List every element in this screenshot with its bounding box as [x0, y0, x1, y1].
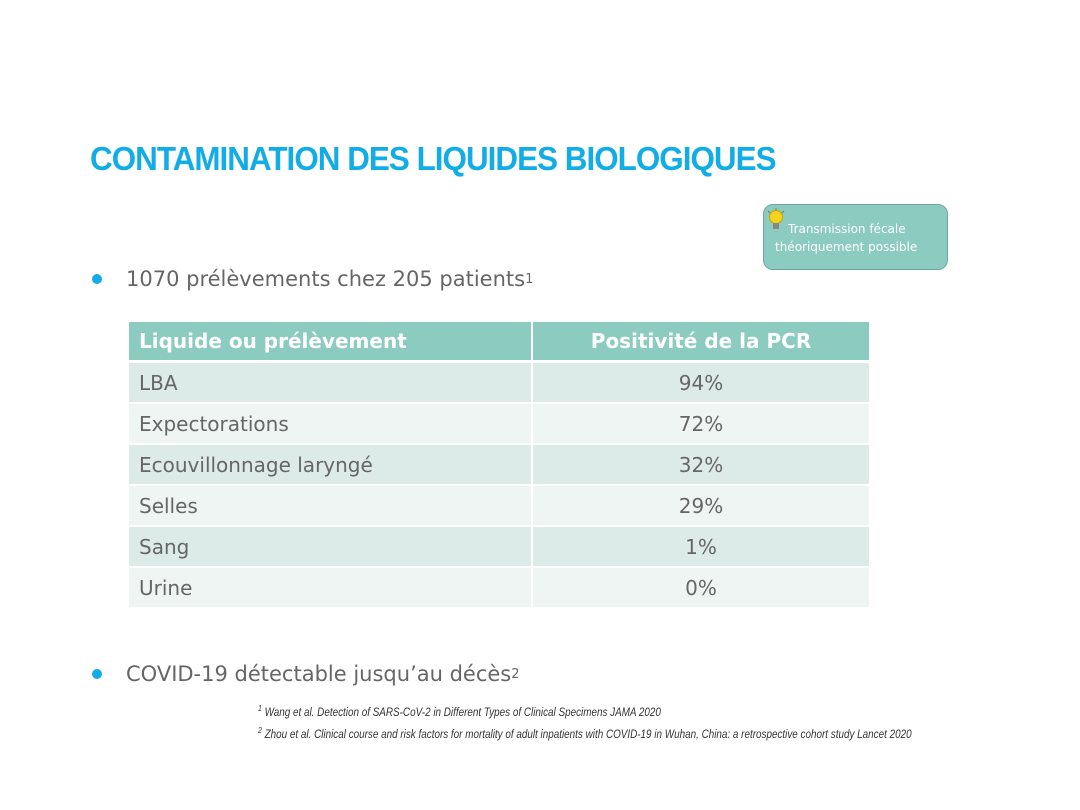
table-row: Ecouvillonnage laryngé 32% — [129, 444, 869, 486]
specimen-cell: Urine — [129, 567, 534, 609]
table-row: Expectorations 72% — [129, 403, 869, 445]
bullet-dot-icon — [92, 669, 102, 679]
footnote-marker: 1 — [525, 271, 534, 287]
callout-line-2: théoriquement possible — [775, 240, 918, 254]
bullet-samples: 1070 prélèvements chez 205 patients 1 — [92, 267, 533, 291]
bullet-dot-icon — [92, 274, 102, 284]
callout-box: Transmission fécale théoriquement possib… — [763, 204, 948, 270]
specimen-cell: Expectorations — [129, 403, 534, 445]
bullet-text: 1070 prélèvements chez 205 patients — [126, 267, 526, 291]
specimen-cell: Sang — [129, 526, 534, 568]
slide-title: CONTAMINATION DES LIQUIDES BIOLOGIQUES — [90, 140, 777, 177]
ref-num: 1 — [258, 704, 262, 713]
header-pcr: Positivité de la PCR — [532, 322, 869, 363]
footnote-marker: 2 — [511, 666, 520, 682]
table-row: Selles 29% — [129, 485, 869, 527]
references: 1 Wang et al. Detection of SARS-CoV-2 in… — [258, 700, 912, 744]
bullet-covid: COVID-19 détectable jusqu’au décès 2 — [92, 662, 520, 686]
ref-num: 2 — [258, 725, 262, 735]
ref-text: Zhou et al. Clinical course and risk fac… — [264, 728, 912, 741]
pcr-cell: 94% — [532, 361, 869, 404]
bullet-text: COVID-19 détectable jusqu’au décès — [126, 662, 512, 686]
header-specimen: Liquide ou prélèvement — [129, 322, 534, 363]
reference-2: 2 Zhou et al. Clinical course and risk f… — [258, 722, 912, 744]
table-row: Sang 1% — [129, 526, 869, 568]
table-row: LBA 94% — [129, 361, 869, 404]
ref-text: Wang et al. Detection of SARS-CoV-2 in D… — [264, 706, 661, 719]
pcr-cell: 0% — [532, 567, 869, 609]
reference-1: 1 Wang et al. Detection of SARS-CoV-2 in… — [258, 700, 912, 722]
specimen-cell: LBA — [129, 361, 534, 404]
specimen-cell: Ecouvillonnage laryngé — [129, 444, 534, 486]
lightbulb-icon — [767, 208, 785, 229]
callout-line-1: Transmission fécale — [788, 222, 906, 236]
pcr-cell: 32% — [532, 444, 869, 486]
pcr-cell: 1% — [532, 526, 869, 568]
pcr-table: Liquide ou prélèvement Positivité de la … — [129, 322, 869, 609]
specimen-cell: Selles — [129, 485, 534, 527]
pcr-cell: 72% — [532, 403, 869, 445]
table-row: Urine 0% — [129, 567, 869, 609]
pcr-cell: 29% — [532, 485, 869, 527]
